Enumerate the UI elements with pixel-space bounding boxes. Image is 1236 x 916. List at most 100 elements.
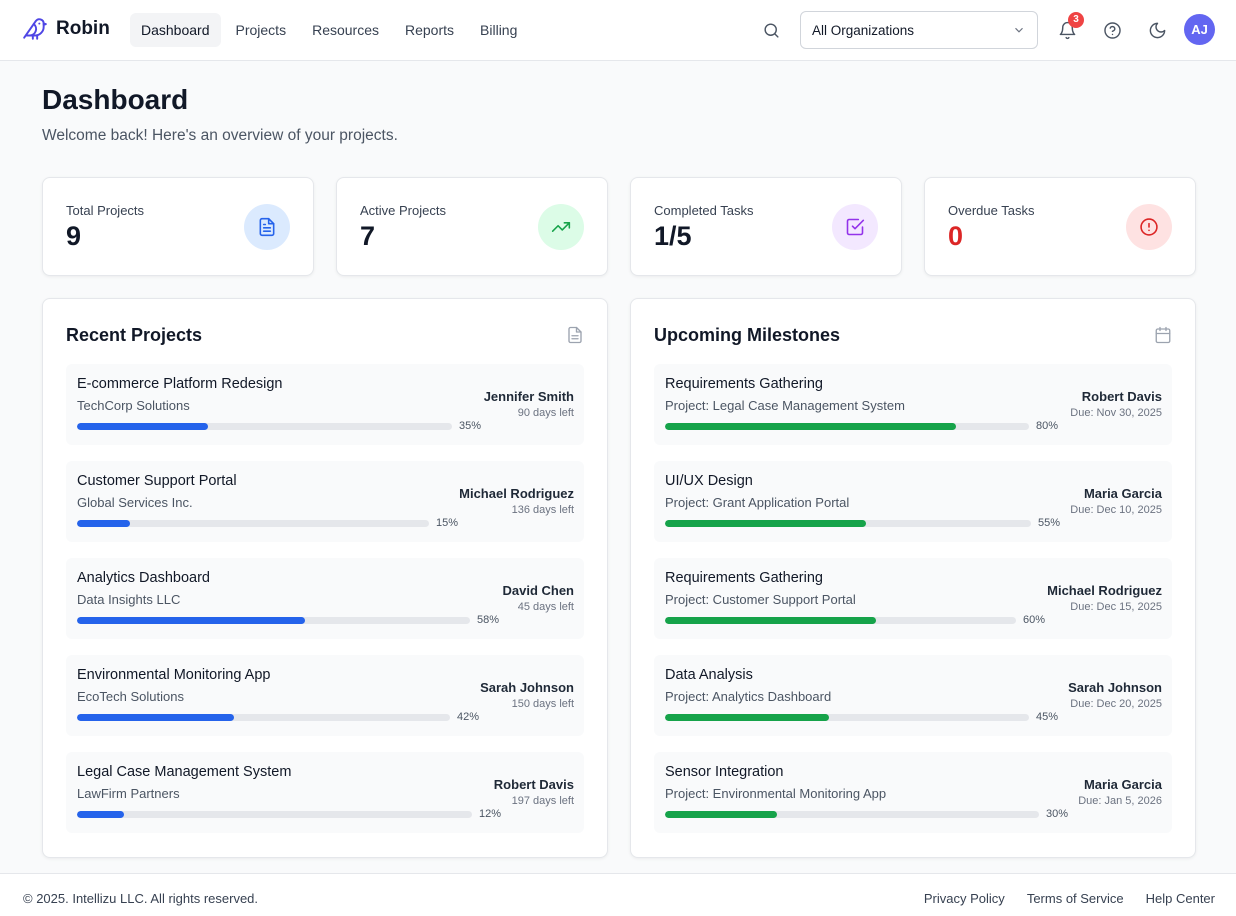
- theme-toggle-button[interactable]: [1144, 17, 1170, 43]
- copyright-text: © 2025. Intellizu LLC. All rights reserv…: [23, 891, 259, 906]
- progress-row: 60%: [665, 614, 1045, 626]
- days-left: 90 days left: [517, 407, 574, 419]
- due-date: Due: Nov 30, 2025: [1070, 407, 1162, 419]
- days-left: 45 days left: [517, 601, 574, 613]
- progress-track: [665, 810, 1039, 818]
- progress-fill: [77, 422, 209, 430]
- owner-name: Michael Rodriguez: [459, 486, 574, 501]
- progress-percent: 12%: [479, 808, 502, 820]
- progress-fill: [665, 810, 778, 818]
- progress-fill: [665, 519, 867, 527]
- project-name: Legal Case Management System: [77, 764, 292, 780]
- project-name: Customer Support Portal: [77, 473, 237, 489]
- privacy-policy-link[interactable]: Privacy Policy: [923, 891, 1005, 906]
- progress-percent: 80%: [1036, 420, 1059, 432]
- progress-fill: [77, 810, 125, 818]
- progress-track: [77, 616, 470, 624]
- alert-circle-icon: [1140, 218, 1158, 236]
- nav-dashboard[interactable]: Dashboard: [130, 13, 221, 47]
- stat-icon-badge: [1126, 204, 1172, 250]
- project-card[interactable]: Analytics Dashboard Data Insights LLC Davi…: [66, 558, 584, 639]
- progress-track: [665, 713, 1029, 721]
- progress-row: 80%: [665, 420, 1058, 432]
- stat-icon-badge: [832, 204, 878, 250]
- stat-label: Total Projects: [66, 203, 145, 218]
- bird-icon: [23, 18, 47, 40]
- milestone-card[interactable]: Requirements Gathering Project: Customer …: [654, 558, 1172, 639]
- client-name: Global Services Inc.: [77, 495, 193, 510]
- milestone-card[interactable]: UI/UX Design Project: Grant Application P…: [654, 461, 1172, 542]
- owner-name: Maria Garcia: [1083, 486, 1162, 501]
- project-card[interactable]: Environmental Monitoring App EcoTech Solu…: [66, 655, 584, 736]
- owner-name: Sarah Johnson: [1068, 680, 1162, 695]
- progress-fill: [77, 519, 130, 527]
- recent-projects-panel: Recent Projects E-commerce Platform Rede…: [42, 298, 608, 858]
- stat-icon-badge: [538, 204, 584, 250]
- stat-card-total-projects: Total Projects 9: [42, 177, 314, 276]
- footer-links: Privacy Policy Terms of Service Help Cen…: [924, 891, 1215, 906]
- progress-track: [77, 713, 450, 721]
- progress-row: 58%: [77, 614, 499, 626]
- stat-icon-badge: [244, 204, 290, 250]
- terms-of-service-link[interactable]: Terms of Service: [1026, 891, 1124, 906]
- stat-card-active-projects: Active Projects 7: [336, 177, 608, 276]
- client-name: TechCorp Solutions: [77, 398, 190, 413]
- progress-fill: [665, 713, 829, 721]
- organization-select[interactable]: All Organizations: [800, 11, 1038, 49]
- stat-card-completed-tasks: Completed Tasks 1/5: [630, 177, 902, 276]
- checkbox-icon: [846, 218, 865, 236]
- progress-percent: 58%: [477, 614, 500, 626]
- milestone-name: UI/UX Design: [665, 473, 753, 489]
- nav-reports[interactable]: Reports: [405, 22, 455, 38]
- organization-select-value: All Organizations: [812, 22, 915, 38]
- page-subtitle: Welcome back! Here's an overview of your…: [42, 127, 398, 144]
- due-date: Due: Dec 10, 2025: [1070, 504, 1162, 516]
- top-navigation-bar: Robin Dashboard Projects Resources Repor…: [0, 0, 1236, 61]
- project-card[interactable]: Legal Case Management System LawFirm Part…: [66, 752, 584, 833]
- calendar-icon: [1155, 326, 1171, 344]
- owner-name: Robert Davis: [1081, 389, 1162, 404]
- user-avatar[interactable]: AJ: [1184, 14, 1215, 45]
- progress-row: 45%: [665, 711, 1058, 723]
- nav-resources[interactable]: Resources: [312, 22, 379, 38]
- progress-fill: [665, 422, 957, 430]
- notification-count-badge: 3: [1068, 12, 1084, 28]
- panel-title: Recent Projects: [66, 325, 203, 345]
- progress-track: [665, 616, 1016, 624]
- document-icon: [259, 217, 275, 237]
- milestone-name: Requirements Gathering: [665, 376, 823, 392]
- notifications-button[interactable]: [1054, 17, 1080, 43]
- stat-value: 7: [360, 221, 376, 251]
- stat-card-overdue-tasks: Overdue Tasks 0: [924, 177, 1196, 276]
- project-card[interactable]: E-commerce Platform Redesign TechCorp Sol…: [66, 364, 584, 445]
- progress-track: [665, 519, 1031, 527]
- progress-percent: 45%: [1036, 711, 1059, 723]
- due-date: Due: Jan 5, 2026: [1078, 795, 1162, 807]
- progress-percent: 60%: [1023, 614, 1046, 626]
- recent-projects-list: E-commerce Platform Redesign TechCorp Sol…: [66, 364, 584, 849]
- milestone-card[interactable]: Sensor Integration Project: Environmental…: [654, 752, 1172, 833]
- project-name: Analytics Dashboard: [77, 570, 210, 586]
- moon-icon: [1149, 22, 1165, 38]
- milestone-card[interactable]: Data Analysis Project: Analytics Dashboar…: [654, 655, 1172, 736]
- help-button[interactable]: [1099, 17, 1125, 43]
- nav-projects[interactable]: Projects: [235, 22, 287, 38]
- progress-row: 12%: [77, 808, 501, 820]
- stat-label: Active Projects: [360, 203, 446, 218]
- stat-value: 0: [948, 221, 964, 251]
- milestone-project: Project: Customer Support Portal: [665, 592, 856, 607]
- progress-fill: [77, 616, 305, 624]
- brand-logo[interactable]: Robin: [22, 16, 110, 42]
- progress-percent: 15%: [436, 517, 459, 529]
- milestone-card[interactable]: Requirements Gathering Project: Legal Cas…: [654, 364, 1172, 445]
- search-button[interactable]: [758, 17, 784, 43]
- upcoming-milestones-panel: Upcoming Milestones Requirements Gatheri…: [630, 298, 1196, 858]
- search-icon: [763, 22, 779, 38]
- nav-billing[interactable]: Billing: [480, 22, 518, 38]
- help-center-link[interactable]: Help Center: [1145, 891, 1215, 906]
- project-card[interactable]: Customer Support Portal Global Services I…: [66, 461, 584, 542]
- stat-value: 9: [66, 221, 82, 251]
- progress-track: [77, 519, 429, 527]
- project-name: Environmental Monitoring App: [77, 667, 271, 683]
- progress-percent: 42%: [457, 711, 480, 723]
